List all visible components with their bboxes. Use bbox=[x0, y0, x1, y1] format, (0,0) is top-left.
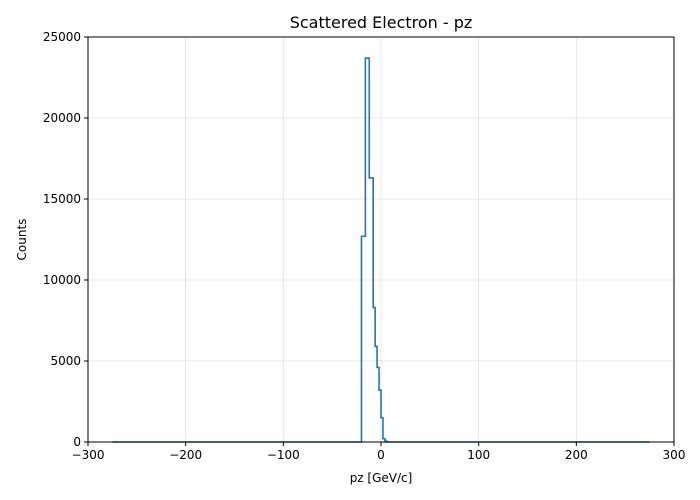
chart-title: Scattered Electron - pz bbox=[290, 13, 473, 32]
y-tick-label: 0 bbox=[73, 435, 81, 449]
y-tick-label: 10000 bbox=[43, 273, 81, 287]
y-tick-label: 20000 bbox=[43, 111, 81, 125]
x-tick-label: 300 bbox=[663, 448, 686, 462]
x-tick-label: 0 bbox=[377, 448, 385, 462]
x-tick-label: −300 bbox=[72, 448, 105, 462]
y-tick-label: 15000 bbox=[43, 192, 81, 206]
histogram-bin bbox=[365, 58, 369, 442]
x-axis-label: pz [GeV/c] bbox=[350, 471, 413, 485]
x-tick-label: 200 bbox=[565, 448, 588, 462]
x-tick-label: −200 bbox=[169, 448, 202, 462]
histogram-bin bbox=[375, 346, 377, 442]
x-tick-label: 100 bbox=[467, 448, 490, 462]
y-axis-label: Counts bbox=[15, 219, 29, 261]
histogram-bin bbox=[381, 418, 383, 442]
y-tick-label: 5000 bbox=[50, 354, 81, 368]
x-tick-label: −100 bbox=[267, 448, 300, 462]
histogram-bin bbox=[379, 390, 381, 442]
data-layer bbox=[112, 57, 650, 443]
tick-layer: −300 −200 −100 0 100 200 300 0 5000 10000 15000 200… bbox=[43, 30, 686, 462]
histogram-bin bbox=[373, 308, 375, 442]
y-tick-label: 25000 bbox=[43, 30, 81, 44]
histogram-bin bbox=[377, 367, 379, 442]
grid-layer bbox=[87, 36, 675, 443]
histogram-bin bbox=[369, 178, 373, 442]
histogram-series-line bbox=[112, 57, 650, 443]
histogram-bin bbox=[361, 236, 365, 442]
